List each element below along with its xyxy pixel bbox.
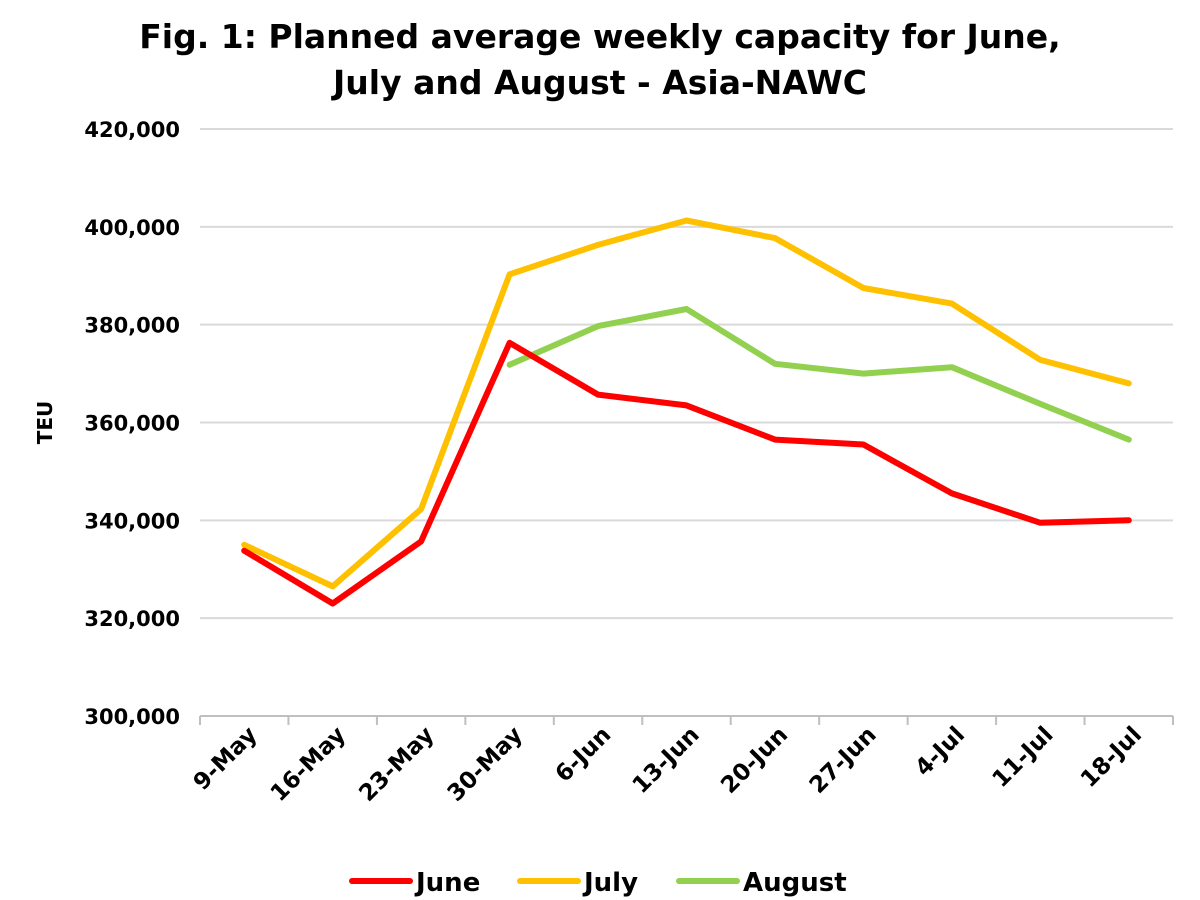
x-tick-label: 11-Jul: [988, 722, 1059, 793]
x-tick-label: 4-Jul: [910, 722, 970, 782]
legend-label-august: August: [743, 868, 847, 898]
y-tick-label: 380,000: [84, 314, 180, 338]
y-tick-label: 400,000: [84, 216, 180, 240]
series-line-june: [241, 339, 1132, 607]
chart-title: Fig. 1: Planned average weekly capacity …: [0, 14, 1200, 106]
legend-label-june: June: [414, 868, 480, 898]
y-axis-label: TEU: [33, 401, 57, 445]
y-tick-label: 360,000: [84, 412, 180, 436]
x-tick-label: 23-May: [354, 722, 439, 807]
x-tick-label: 18-Jul: [1076, 722, 1147, 793]
x-tick-label: 30-May: [443, 722, 528, 807]
y-tick-label: 320,000: [84, 607, 180, 631]
series-line-august: [506, 306, 1132, 443]
x-tick-label: 20-Jun: [716, 722, 793, 799]
x-tick-label: 6-Jun: [551, 722, 617, 788]
chart-title-line-2: July and August - Asia-NAWC: [333, 63, 867, 102]
y-tick-label: 300,000: [84, 705, 180, 729]
chart-title-line-1: Fig. 1: Planned average weekly capacity …: [139, 17, 1061, 56]
series-line-july: [241, 217, 1132, 590]
x-tick-label: 9-May: [189, 722, 263, 796]
legend-label-july: July: [582, 868, 638, 898]
x-tick-label: 27-Jun: [805, 722, 882, 799]
x-tick-label: 13-Jun: [628, 722, 705, 799]
x-tick-label: 16-May: [266, 722, 351, 807]
y-tick-label: 420,000: [84, 118, 180, 142]
y-tick-label: 340,000: [84, 509, 180, 533]
